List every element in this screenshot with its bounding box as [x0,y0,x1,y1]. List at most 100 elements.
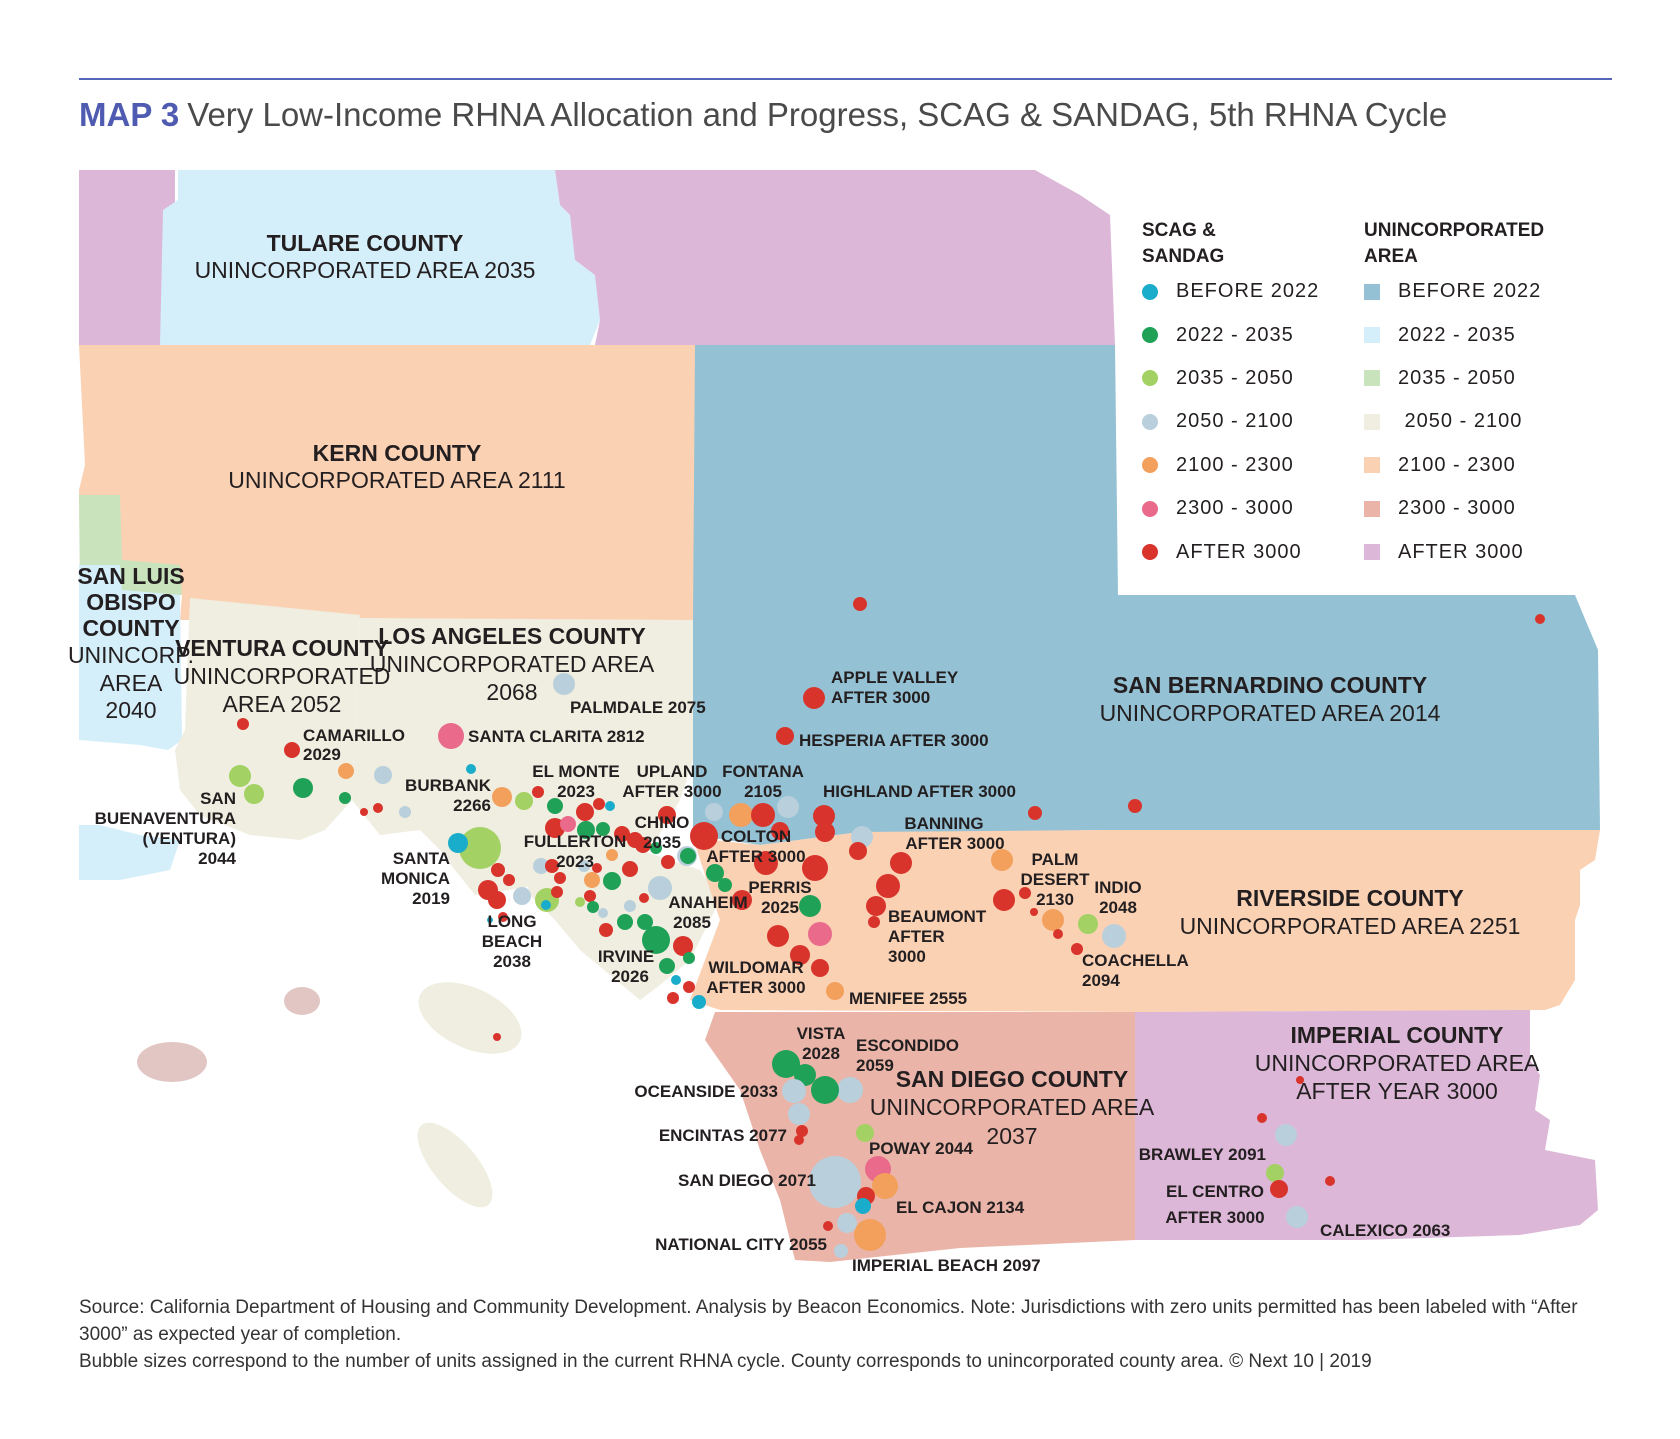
legend-area-heading-line2: AREA [1364,246,1418,267]
bubble-la-20 [578,860,590,872]
legend-area-label: 2050 - 2100 [1398,410,1523,433]
bubble-ventura-1 [229,765,251,787]
bubble-la-18 [545,859,559,873]
san-diego-county-sub-2: 2037 [986,1123,1037,1149]
label-anaheim-2: 2085 [673,913,711,932]
bubble-hesperia [776,727,794,745]
label-highland: HIGHLAND AFTER 3000 [823,782,1016,801]
bubble-of-5 [598,908,608,918]
county-area-slo [79,565,182,750]
county-area-sb-coast [79,825,180,880]
bubble-banning [993,889,1015,911]
bubble-brawley [1275,1124,1297,1146]
bubble-anaheim [648,876,672,900]
legend-area-2100-2300: 2100 - 2300 [1364,444,1594,487]
bubble-el-cajon [872,1173,898,1199]
label-el-monte-2: 2023 [557,782,595,801]
imperial-county-sub-1: UNINCORPORATED AREA [1255,1050,1540,1076]
bubble-la-15 [491,863,505,877]
san-bernardino-county-name: SAN BERNARDINO COUNTY [1113,672,1427,698]
legend-area-label: 2035 - 2050 [1398,366,1516,389]
legend-item-2050-2100: 2050 - 2100 [1142,400,1322,443]
label-indio-1: INDIO [1094,878,1141,897]
bubble-sd-4 [811,1076,839,1104]
legend: SCAG & SANDAG BEFORE 2022 2022 - 2035 20… [1118,200,1602,592]
legend-swatch [1142,370,1158,387]
san-diego-county-name: SAN DIEGO COUNTY [896,1066,1129,1092]
bubble-ventura-8 [237,718,249,730]
map-title-text: Very Low-Income RHNA Allocation and Prog… [187,96,1448,133]
label-fontana-2: 2105 [744,782,782,801]
legend-label: BEFORE 2022 [1176,280,1320,303]
label-banning-2: AFTER 3000 [905,834,1004,853]
label-fullerton-1: FULLERTON [524,832,627,851]
bubble-la-2 [515,792,533,810]
bubble-needles [1535,614,1545,624]
source-note-line1: Source: California Department of Housing… [79,1297,1578,1345]
label-beaumont-3: 3000 [888,947,926,966]
bubble-ie-18 [802,855,828,881]
label-oceanside: OCEANSIDE 2033 [634,1082,778,1101]
bubble-of-10 [617,914,633,930]
bubble-sd-16 [823,1221,833,1231]
bubble-of-17 [683,981,695,993]
county-area-los-angeles [352,618,695,895]
bubble-wildomar [811,959,829,977]
legend-city-column: SCAG & SANDAG BEFORE 2022 2022 - 2035 20… [1142,218,1322,574]
bubble-ie-27 [767,925,789,947]
bubble-ie-23 [890,852,912,874]
slo-county-sub-2: AREA [100,670,163,696]
label-el-centro-1: EL CENTRO [1166,1182,1264,1201]
bubble-imp-2 [1257,1113,1267,1123]
bubble-la-9 [545,818,565,838]
legend-area-swatch [1364,457,1380,474]
bubble-la-25 [488,891,506,909]
bubble-ie-14 [706,864,724,882]
bubble-ie-16 [732,890,752,910]
bubble-la-8 [605,801,615,811]
bubble-encinitas [788,1103,810,1125]
bubble-sd-17 [854,1219,886,1251]
label-upland-1: UPLAND [637,762,708,781]
bubble-santa-clarita [438,723,464,749]
bubble-of-6 [624,900,636,912]
bubble-palm-desert [991,849,1013,871]
label-camarillo-1: CAMARILLO [303,726,405,745]
bubble-of-16 [671,975,681,985]
bubble-apple-valley [803,687,825,709]
bubble-ventura-7 [399,806,411,818]
label-el-cajon: EL CAJON 2134 [896,1198,1025,1217]
bubble-calexico [1286,1206,1308,1228]
legend-area-after-3000: AFTER 3000 [1364,530,1594,573]
label-poway: POWAY 2044 [869,1139,974,1158]
san-diego-county-sub-1: UNINCORPORATED AREA [870,1094,1155,1120]
legend-area-swatch [1364,370,1380,387]
bubble-colton [690,822,718,850]
bubble-cv-11 [1128,799,1142,813]
label-hesperia: HESPERIA AFTER 3000 [799,731,989,750]
bubble-menifee [826,982,844,1000]
label-chino-2: 2035 [643,833,681,852]
bubble-la-6 [576,803,594,821]
bubble-indio [1078,914,1098,934]
legend-item-2022-2035: 2022 - 2035 [1142,313,1322,356]
island-santa-barbara [284,987,320,1015]
label-palmdale: PALMDALE 2075 [570,698,706,717]
bubble-ie-15 [718,878,732,892]
source-note: Source: California Department of Housing… [79,1294,1609,1375]
bubble-coachella [1102,924,1126,948]
legend-area-2300-3000: 2300 - 3000 [1364,487,1594,530]
bubble-la-17 [533,858,549,874]
legend-item-before-2022: BEFORE 2022 [1142,270,1322,313]
bubble-la-22 [606,849,618,861]
label-santa-monica-3: 2019 [412,889,450,908]
bubble-la-16 [503,874,515,886]
legend-city-heading: SCAG & SANDAG [1142,218,1322,270]
bubble-escondido [837,1077,863,1103]
riverside-county-sub: UNINCORPORATED AREA 2251 [1180,913,1521,939]
label-vista-1: VISTA [797,1024,846,1043]
bubble-imperial-beach [834,1244,848,1258]
slo-county-name-3: COUNTY [82,615,179,641]
bubble-perris [799,895,821,917]
label-chino-1: CHINO [635,813,690,832]
